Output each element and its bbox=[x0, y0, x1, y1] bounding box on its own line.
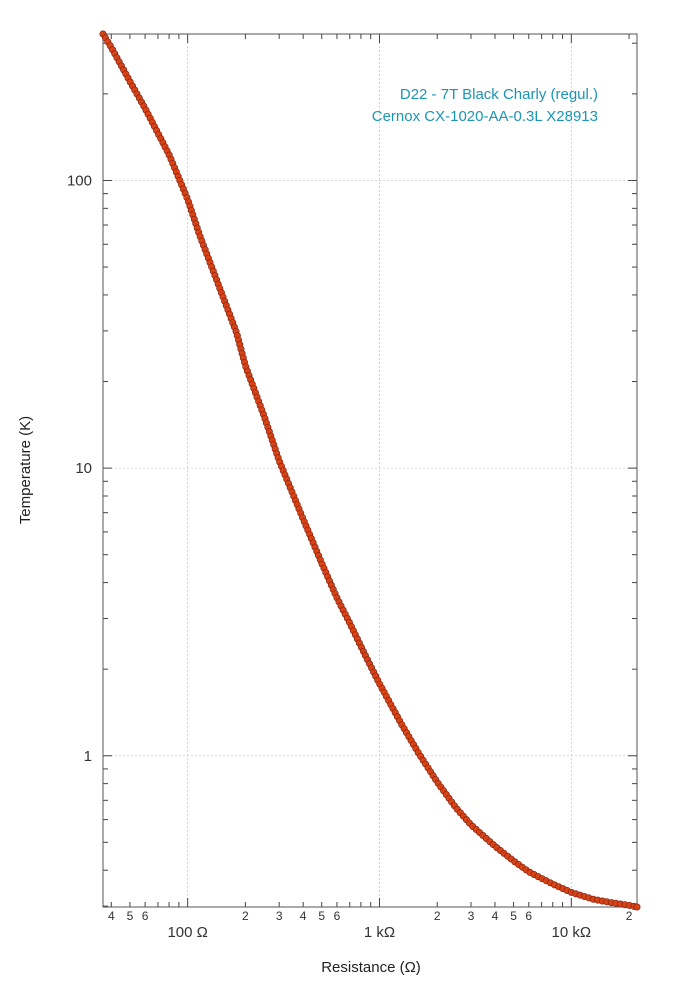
x-major-tick-label: 100 Ω bbox=[167, 924, 207, 941]
annotation-line-1: D22 - 7T Black Charly (regul.) bbox=[400, 86, 598, 103]
x-minor-tick-label: 6 bbox=[334, 909, 341, 923]
x-major-tick-label: 1 kΩ bbox=[364, 924, 395, 941]
x-minor-tick-label: 4 bbox=[300, 909, 307, 923]
y-major-tick-label: 1 bbox=[84, 748, 92, 765]
series-points bbox=[99, 30, 641, 911]
y-major-tick-label: 10 bbox=[75, 460, 92, 477]
x-minor-tick-label: 5 bbox=[318, 909, 325, 923]
x-minor-tick-label: 5 bbox=[127, 909, 134, 923]
x-minor-tick-label: 2 bbox=[626, 909, 633, 923]
x-major-tick-label: 10 kΩ bbox=[552, 924, 592, 941]
y-axis-label: Temperature (K) bbox=[17, 416, 34, 524]
annotation-line-2: Cernox CX-1020-AA-0.3L X28913 bbox=[372, 108, 598, 125]
grid-lines bbox=[103, 34, 637, 907]
series-line bbox=[102, 33, 638, 908]
x-minor-tick-label: 2 bbox=[242, 909, 249, 923]
x-minor-tick-label: 6 bbox=[525, 909, 532, 923]
x-axis-label: Resistance (Ω) bbox=[321, 959, 421, 976]
axis-ticks bbox=[103, 34, 637, 907]
x-minor-tick-label: 2 bbox=[434, 909, 441, 923]
plot-frame bbox=[102, 33, 638, 908]
x-minor-tick-label: 6 bbox=[142, 909, 149, 923]
x-minor-tick-label: 3 bbox=[276, 909, 283, 923]
x-minor-tick-label: 3 bbox=[468, 909, 475, 923]
data-point bbox=[633, 903, 641, 911]
y-major-tick-label: 100 bbox=[67, 172, 92, 189]
x-minor-tick-label: 5 bbox=[510, 909, 517, 923]
x-minor-tick-label: 4 bbox=[492, 909, 499, 923]
x-minor-tick-label: 4 bbox=[108, 909, 115, 923]
